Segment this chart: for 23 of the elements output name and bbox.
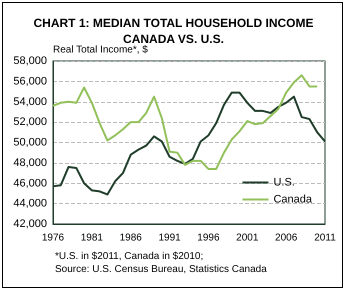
x-tick-label: 2011 bbox=[314, 232, 336, 244]
y-axis-title: Real Total Income*, $ bbox=[53, 44, 148, 56]
x-tick-label: 1976 bbox=[42, 232, 65, 244]
y-tick-label: 52,000 bbox=[13, 116, 47, 128]
x-tick-label: 2006 bbox=[275, 232, 298, 244]
x-tick-label: 1991 bbox=[158, 232, 182, 244]
x-tick-label: 2001 bbox=[236, 232, 259, 244]
y-tick-label: 42,000 bbox=[13, 218, 47, 230]
y-tick-label: 46,000 bbox=[13, 177, 47, 190]
text: *U.S. in $2011, Canada in $2010; Source: U.S. Census Bureau, Statistics Canada bbox=[55, 250, 267, 276]
chart-title: CHART 1: MEDIAN TOTAL HOUSEHOLD INCOME CANADA VS. U.S. bbox=[33, 16, 314, 46]
line-series bbox=[52, 74, 318, 170]
legend-label: Canada bbox=[273, 194, 313, 206]
x-tick-label: 1996 bbox=[197, 232, 220, 244]
y-tick-label: 50,000 bbox=[13, 136, 47, 148]
x-tick-label: 1981 bbox=[80, 232, 104, 244]
legend-label: U.S. bbox=[273, 176, 295, 188]
y-tick-label: 58,000 bbox=[13, 55, 47, 67]
y-tick-label: 54,000 bbox=[13, 96, 47, 108]
y-tick-label: 44,000 bbox=[13, 198, 47, 210]
y-tick-label: 48,000 bbox=[13, 156, 47, 169]
x-tick-label: 1986 bbox=[120, 232, 142, 244]
y-tick-label: 56,000 bbox=[13, 75, 47, 88]
